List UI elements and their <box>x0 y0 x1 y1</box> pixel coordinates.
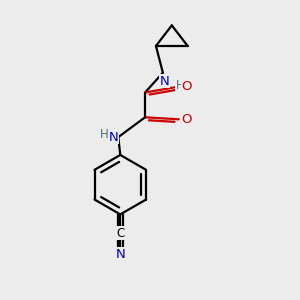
Text: H: H <box>100 128 108 141</box>
Text: N: N <box>116 248 125 260</box>
Text: O: O <box>182 80 192 93</box>
Text: N: N <box>160 75 170 88</box>
Text: O: O <box>182 113 192 126</box>
Text: C: C <box>116 227 124 240</box>
Text: N: N <box>109 130 118 144</box>
Text: H: H <box>176 79 184 92</box>
